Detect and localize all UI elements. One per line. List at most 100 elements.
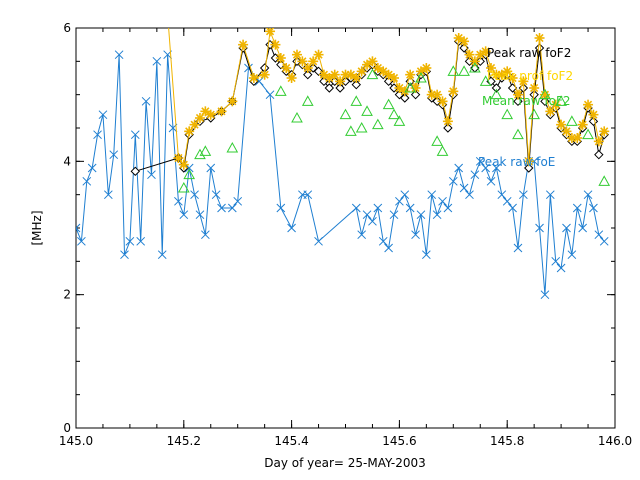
- x-marker: [141, 96, 151, 106]
- triangle-marker: [393, 115, 406, 126]
- x-marker: [416, 210, 426, 220]
- triangle-marker: [350, 95, 363, 106]
- asterisk-marker: [437, 96, 448, 107]
- y-tick-label: 0: [63, 421, 71, 435]
- x-marker: [217, 203, 226, 213]
- x-marker: [540, 290, 550, 300]
- y-tick-label: 2: [63, 288, 71, 302]
- x-marker: [211, 190, 221, 200]
- legend-entry: Mean raw foF2: [482, 94, 571, 108]
- triangle-marker: [345, 125, 357, 136]
- x-marker: [384, 243, 393, 253]
- legend-entry: Peak prof foF2: [487, 69, 573, 83]
- diamond-marker: [491, 83, 502, 93]
- x-marker: [201, 230, 210, 240]
- asterisk-marker: [275, 53, 286, 63]
- triangle-marker: [436, 145, 449, 156]
- triangle-marker: [183, 168, 196, 180]
- triangle-marker: [226, 141, 239, 153]
- x-marker: [157, 250, 167, 260]
- asterisk-marker: [329, 69, 340, 80]
- x-marker: [562, 223, 571, 233]
- asterisk-marker: [378, 66, 389, 77]
- x-marker: [432, 210, 442, 220]
- diamond-marker: [265, 39, 275, 50]
- x-marker: [448, 176, 458, 186]
- asterisk-marker: [464, 49, 475, 60]
- asterisk-marker: [432, 89, 443, 100]
- asterisk-marker: [248, 73, 259, 83]
- diamond-marker: [130, 166, 140, 177]
- diamond-marker: [475, 56, 485, 67]
- x-marker: [389, 210, 399, 220]
- x-marker: [98, 110, 108, 120]
- x-marker: [405, 203, 415, 213]
- triangle-marker: [539, 88, 551, 100]
- triangle-marker: [501, 108, 514, 120]
- x-marker: [411, 230, 420, 240]
- asterisk-marker: [163, 10, 173, 20]
- asterisk-marker: [475, 49, 486, 60]
- x-marker: [114, 50, 124, 60]
- x-marker: [459, 183, 469, 193]
- asterisk-marker: [556, 119, 567, 130]
- diamond-marker: [303, 69, 313, 80]
- asterisk-marker: [469, 56, 480, 67]
- asterisk-marker: [297, 56, 308, 67]
- x-tick-label: 145.0: [59, 434, 93, 448]
- asterisk-marker: [421, 63, 432, 73]
- triangle-marker: [339, 108, 352, 120]
- asterisk-marker: [593, 136, 604, 147]
- x-marker: [378, 236, 388, 246]
- x-marker: [179, 210, 189, 220]
- asterisk-marker: [367, 56, 378, 67]
- x-marker: [492, 163, 501, 173]
- x-marker: [535, 223, 544, 233]
- asterisk-marker: [362, 59, 373, 70]
- asterisk-marker: [286, 73, 297, 83]
- asterisk-marker: [588, 109, 599, 120]
- triangle-marker: [404, 81, 417, 93]
- asterisk-marker: [459, 36, 470, 47]
- triangle-marker: [361, 105, 373, 116]
- triangle-marker: [291, 111, 303, 123]
- diamond-marker: [351, 79, 361, 90]
- asterisk-marker: [372, 63, 383, 73]
- asterisk-marker: [216, 106, 227, 117]
- y-tick-label: 4: [63, 154, 71, 168]
- diamond-marker: [389, 83, 399, 93]
- asterisk-marker: [572, 133, 583, 143]
- asterisk-marker: [238, 39, 249, 50]
- x-marker: [502, 196, 512, 206]
- asterisk-marker: [270, 39, 281, 50]
- asterisk-marker: [335, 76, 346, 87]
- asterisk-marker: [200, 106, 211, 117]
- x-marker: [443, 203, 453, 213]
- asterisk-marker: [227, 96, 238, 107]
- diamond-marker: [513, 96, 523, 107]
- diamond-marker: [464, 56, 475, 67]
- diamond-marker: [540, 96, 550, 107]
- triangle-marker: [388, 108, 400, 120]
- asterisk-marker: [394, 83, 405, 93]
- asterisk-marker: [389, 73, 400, 83]
- asterisk-marker: [415, 66, 426, 77]
- axis-ticks: 145.0 145.2 145.4 145.6 145.8 146.0 0 2 4 6: [59, 21, 632, 448]
- x-marker: [227, 203, 237, 213]
- x-marker: [583, 190, 593, 200]
- triangle-marker: [479, 75, 492, 86]
- x-marker: [567, 250, 577, 260]
- triangle-marker: [582, 128, 594, 140]
- triangle-marker: [371, 118, 384, 130]
- x-marker: [599, 236, 609, 246]
- x-marker: [152, 56, 162, 66]
- diamond-marker: [594, 149, 604, 160]
- triangle-marker: [415, 71, 427, 83]
- asterisk-marker: [442, 116, 453, 127]
- x-marker: [195, 210, 205, 220]
- triangle-marker: [528, 108, 540, 120]
- x-marker: [400, 190, 410, 200]
- triangle-marker: [469, 61, 481, 73]
- asterisk-marker: [313, 49, 324, 60]
